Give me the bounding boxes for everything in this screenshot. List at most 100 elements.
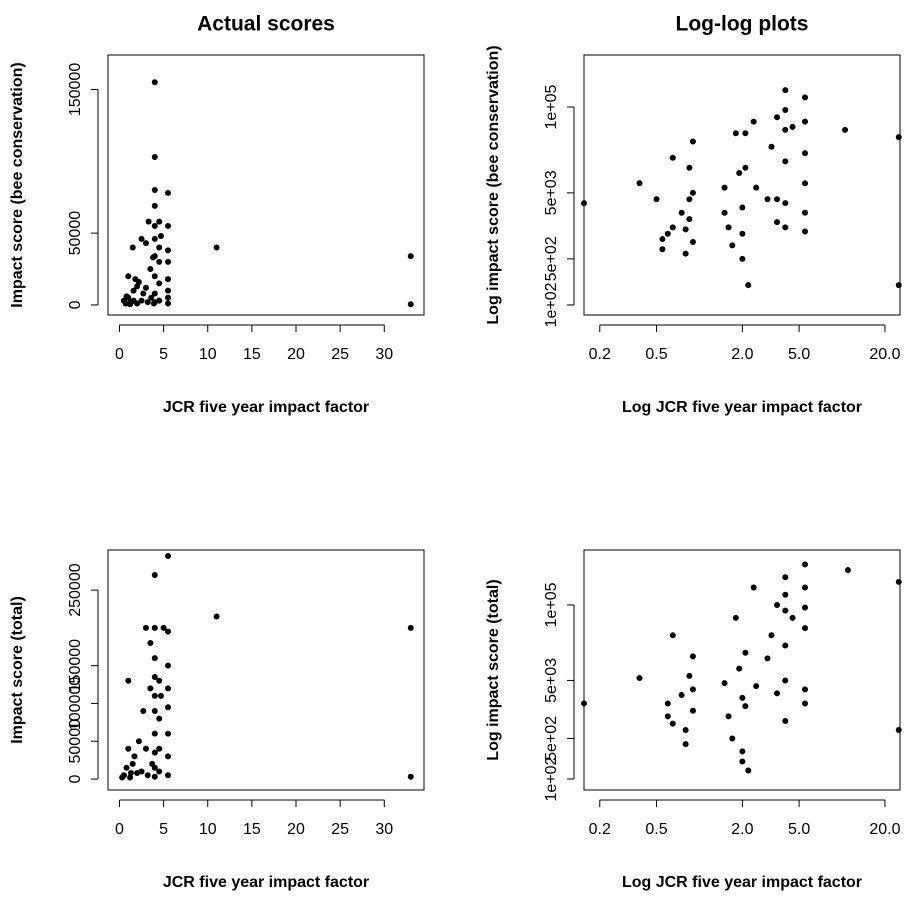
point <box>895 134 902 141</box>
point <box>782 126 789 133</box>
point <box>151 673 158 680</box>
point <box>782 607 789 614</box>
point <box>142 624 149 631</box>
point <box>742 164 749 171</box>
point <box>127 769 134 776</box>
point <box>129 760 136 767</box>
x-tick-label: 20 <box>287 346 305 363</box>
point <box>581 700 587 707</box>
x-tick-label: 0 <box>115 821 124 838</box>
point <box>142 284 149 291</box>
x-tick-label: 30 <box>375 346 393 363</box>
y-tick-label: 50000 <box>67 719 84 764</box>
x-tick-label: 25 <box>331 346 349 363</box>
point <box>156 297 163 304</box>
y-tick-label: 5e+03 <box>543 170 560 215</box>
point <box>678 692 685 699</box>
point <box>156 768 163 775</box>
point <box>669 224 676 231</box>
point <box>895 578 902 585</box>
point <box>636 180 643 187</box>
point <box>686 196 693 203</box>
point <box>151 187 158 194</box>
y-tick-label: 1e+05 <box>543 582 560 627</box>
point <box>689 239 696 246</box>
point <box>732 614 739 621</box>
point <box>123 764 130 771</box>
point <box>407 624 414 631</box>
point <box>125 745 132 752</box>
point <box>742 703 749 710</box>
point <box>739 255 746 262</box>
point <box>119 774 126 781</box>
point <box>151 624 158 631</box>
point <box>789 123 796 130</box>
point <box>135 738 142 745</box>
point <box>782 158 789 165</box>
point <box>151 290 158 297</box>
point <box>156 244 163 251</box>
y-tick-label: 0 <box>67 300 84 309</box>
x-axis-label: Log JCR five year impact factor <box>622 874 862 891</box>
point <box>165 287 172 294</box>
point <box>742 649 749 656</box>
point <box>165 772 172 779</box>
point <box>689 707 696 714</box>
point <box>753 683 760 690</box>
point <box>165 189 172 196</box>
plot-box <box>107 549 425 791</box>
point <box>802 561 809 568</box>
point <box>145 218 152 225</box>
point <box>745 767 752 774</box>
point <box>213 244 220 251</box>
point <box>165 300 172 307</box>
x-tick-label: 0.2 <box>589 346 611 363</box>
point <box>802 209 809 216</box>
point <box>407 773 414 780</box>
y-axis-label: Log impact score (total) <box>485 579 502 760</box>
point <box>782 200 789 207</box>
point <box>151 153 158 160</box>
point <box>682 250 689 257</box>
point <box>686 672 693 679</box>
point <box>156 218 163 225</box>
point <box>802 700 809 707</box>
point <box>144 772 151 779</box>
point <box>689 189 696 196</box>
point <box>131 753 138 760</box>
point <box>689 686 696 693</box>
point <box>764 196 771 203</box>
point <box>134 283 141 290</box>
point <box>844 567 851 574</box>
point <box>151 655 158 662</box>
point <box>122 300 129 307</box>
y-tick-label: 150000 <box>67 63 84 116</box>
point <box>686 164 693 171</box>
point <box>721 209 728 216</box>
point <box>156 280 163 287</box>
point <box>802 150 809 157</box>
point <box>165 628 172 635</box>
point <box>739 694 746 701</box>
point <box>165 258 172 265</box>
point <box>782 107 789 114</box>
point <box>165 294 172 301</box>
point <box>774 219 781 226</box>
y-tick-label: 0 <box>67 774 84 783</box>
y-tick-label: 1e+05 <box>543 84 560 129</box>
point <box>669 154 676 161</box>
point <box>151 222 158 229</box>
point <box>125 677 132 684</box>
point <box>739 748 746 755</box>
point <box>138 768 145 775</box>
point <box>157 232 164 239</box>
point <box>782 642 789 649</box>
point <box>142 745 149 752</box>
x-tick-label: 10 <box>199 346 217 363</box>
point <box>682 226 689 233</box>
y-tick-label: 1e+02 <box>543 756 560 801</box>
x-tick-label: 15 <box>243 346 261 363</box>
point <box>160 624 167 631</box>
point <box>140 708 147 715</box>
point <box>764 655 771 662</box>
